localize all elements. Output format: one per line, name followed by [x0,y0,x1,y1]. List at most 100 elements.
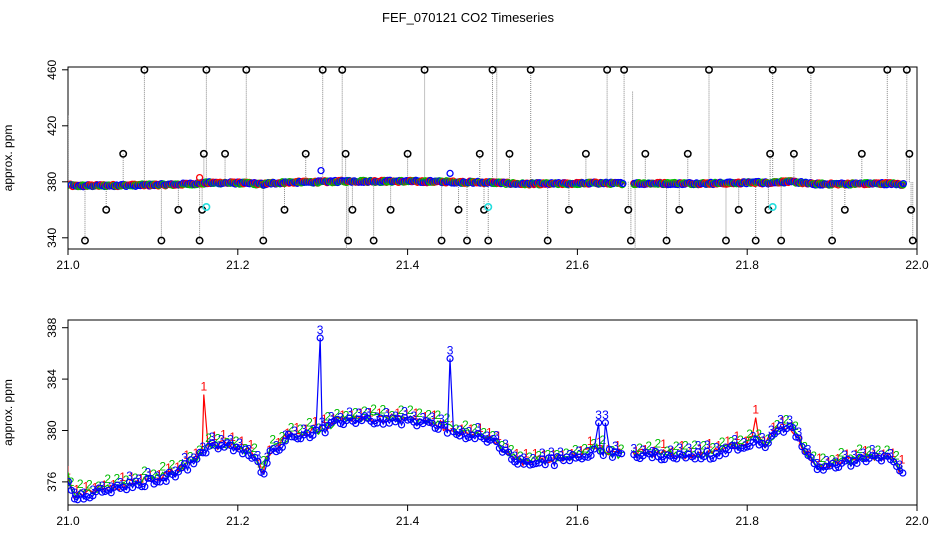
top-flagged-point [280,205,289,214]
bottom-series-label-1: 1 [422,410,429,424]
bottom-series-label-2: 2 [214,431,221,445]
top-flagged-point [624,205,633,214]
bottom-series-label-2: 2 [783,413,790,427]
bottom-series-label-2: 2 [645,439,652,453]
bottom-series-point-3 [316,334,324,342]
bottom-y-tick-label: 388 [45,317,59,337]
bottom-series-point-3 [141,483,149,491]
bottom-series-label-3: 3 [401,405,408,419]
bottom-series-label-2: 2 [664,444,671,458]
bottom-series-label-1: 1 [880,447,887,461]
top-data-point [899,179,908,188]
bottom-series-label-1: 1 [825,455,832,469]
bottom-series-label-3: 3 [126,469,133,483]
bottom-series-point-3 [614,449,623,457]
bottom-series-label-1: 1 [312,415,319,429]
bottom-series-point-3 [795,434,803,442]
bottom-series-point-3 [700,453,708,461]
bottom-series-label-3: 3 [851,448,858,462]
bottom-series-label-2: 2 [535,448,542,462]
bottom-x-axis: 21.0 21.2 21.4 21.6 21.8 22.0 [56,505,929,528]
bottom-series-point-3 [184,466,192,474]
bottom-series-point-3 [550,461,558,470]
bottom-x-tick-label: 22.0 [905,514,929,528]
bottom-series-label-2: 2 [279,430,286,444]
top-y-tick-label: 380 [45,171,59,191]
bottom-series-label-3: 3 [511,449,518,463]
bottom-series-label-1: 1 [101,478,108,492]
bottom-series-label-1: 1 [578,444,585,458]
bottom-series-label-3: 3 [392,409,399,423]
bottom-series-label-2: 2 [728,434,735,448]
bottom-series-point-3 [789,423,797,432]
top-y-axis: 340 380 420 460 [45,59,68,248]
bottom-series-label-2: 2 [288,421,295,435]
bottom-series-label-1: 1 [514,447,521,461]
top-flagged-point [348,205,357,214]
bottom-series-label-2: 2 [370,402,377,416]
bottom-series-label-1: 1 [284,426,291,440]
bottom-series-label-3: 3 [805,443,812,457]
bottom-series-label-2: 2 [737,433,744,447]
bottom-series-label-3: 3 [282,428,289,442]
bottom-series-label-2: 2 [682,439,689,453]
bottom-series-label-3: 3 [595,408,602,422]
bottom-series-label-3: 3 [557,445,564,459]
bottom-series-point-3 [153,478,161,486]
bottom-series-label-1: 1 [303,422,310,436]
bottom-series-label-2: 2 [545,448,552,462]
bottom-series-label-3: 3 [585,444,592,458]
bottom-series-label-1: 1 [853,447,860,461]
bottom-series-label-3: 3 [365,405,372,419]
bottom-series-label-2: 2 [95,479,102,493]
top-flagged-point [564,205,573,214]
top-flagged-point [641,149,650,158]
bottom-series-label-1: 1 [321,412,328,426]
bottom-series-label-1: 1 [229,430,236,444]
bottom-series-label-1: 1 [394,406,401,420]
top-flagged-point [242,65,251,74]
bottom-series-label-1: 1 [605,442,612,456]
bottom-series-label-1: 1 [679,439,686,453]
bottom-series-point-3 [309,431,317,439]
bottom-series-label-1: 1 [211,429,218,443]
bottom-series-label-1: 1 [165,461,172,475]
bottom-series-label-1: 1 [293,420,300,434]
bottom-series-label-3: 3 [602,408,609,422]
bottom-series-point-3 [532,460,540,468]
bottom-series-point-3 [657,456,665,464]
bottom-series-label-1: 1 [385,407,392,421]
bottom-series-label-3: 3 [566,448,573,462]
bottom-x-tick-label: 21.6 [566,514,590,528]
top-flagged-points [81,65,917,245]
bottom-series-label-3: 3 [346,405,353,419]
bottom-series-label-3: 3 [832,455,839,469]
bottom-series-point-3 [370,420,378,428]
bottom-series-label-3: 3 [429,410,436,424]
bottom-series-label-2: 2 [205,431,212,445]
bottom-series-point-3 [144,474,152,482]
bottom-series-label-3: 3 [236,436,243,450]
bottom-series-label-1: 1 [541,447,548,461]
bottom-series-point-3 [703,447,711,455]
bottom-series-point-3 [868,452,876,460]
bottom-series-label-3: 3 [823,454,830,468]
top-y-axis-label: approx. ppm [1,125,15,192]
bottom-series-point-3 [446,354,454,363]
bottom-series-label-2: 2 [379,402,386,416]
bottom-plot-frame [67,319,918,506]
bottom-series-label-3: 3 [200,440,207,454]
bottom-series-point-3 [68,486,76,494]
bottom-series-label-1: 1 [403,407,410,421]
top-flagged-point [344,236,353,245]
bottom-series-point-3 [601,419,610,427]
top-flagged-point [386,205,395,214]
bottom-series-point-3 [431,424,439,432]
bottom-series-label-1: 1 [669,444,676,458]
bottom-y-tick-label: 384 [45,369,59,389]
bottom-series-point-3 [810,460,818,468]
top-flagged-point [484,236,493,245]
bottom-series-label-2: 2 [86,477,93,491]
bottom-series-label-3: 3 [337,411,344,425]
